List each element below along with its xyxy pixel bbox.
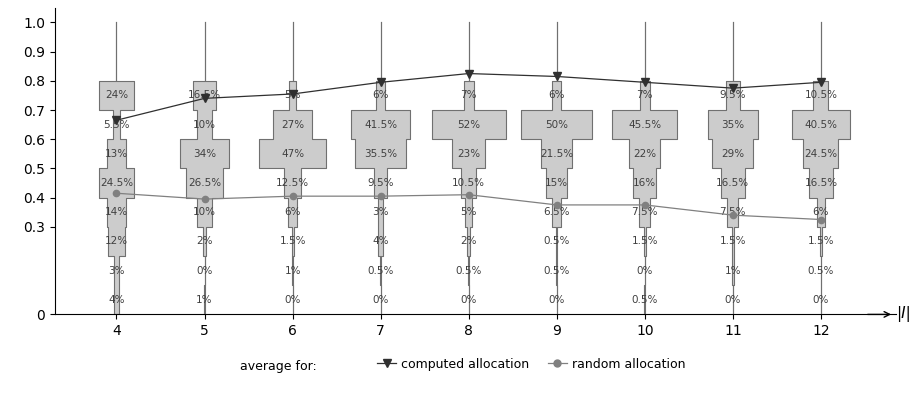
Text: 6%: 6% <box>548 90 565 101</box>
Text: 0.5%: 0.5% <box>367 266 394 275</box>
Text: 12%: 12% <box>105 237 128 246</box>
Text: 35%: 35% <box>721 119 744 130</box>
Text: 34%: 34% <box>193 149 216 159</box>
Text: 24.5%: 24.5% <box>804 149 837 159</box>
Text: 0.5%: 0.5% <box>455 266 482 275</box>
Text: 0%: 0% <box>461 295 477 305</box>
Text: 24.5%: 24.5% <box>100 178 133 188</box>
Text: 6.5%: 6.5% <box>544 207 570 217</box>
Text: 0.5%: 0.5% <box>808 266 834 275</box>
Text: 0%: 0% <box>725 295 741 305</box>
Polygon shape <box>99 22 133 314</box>
Legend: computed allocation, random allocation: computed allocation, random allocation <box>372 353 690 376</box>
Text: 16.5%: 16.5% <box>804 178 837 188</box>
Text: 40.5%: 40.5% <box>804 119 837 130</box>
Text: 1%: 1% <box>725 266 741 275</box>
Text: 0.5%: 0.5% <box>632 295 658 305</box>
Text: 5.5%: 5.5% <box>103 119 130 130</box>
Text: 16.5%: 16.5% <box>188 90 221 101</box>
Text: 7.5%: 7.5% <box>632 207 658 217</box>
Text: 52%: 52% <box>457 119 480 130</box>
Text: 0%: 0% <box>284 295 301 305</box>
Text: 1.5%: 1.5% <box>719 237 746 246</box>
Text: 6%: 6% <box>813 207 829 217</box>
Polygon shape <box>260 22 326 314</box>
Text: 0.5%: 0.5% <box>544 266 570 275</box>
Text: 5%: 5% <box>461 207 477 217</box>
Text: 50%: 50% <box>546 119 569 130</box>
Text: 24%: 24% <box>105 90 128 101</box>
Text: 7.5%: 7.5% <box>719 207 746 217</box>
Text: 0%: 0% <box>636 266 653 275</box>
Text: 12.5%: 12.5% <box>276 178 309 188</box>
Polygon shape <box>792 22 850 314</box>
Text: 0%: 0% <box>813 295 829 305</box>
Text: 16.5%: 16.5% <box>717 178 749 188</box>
Text: 3%: 3% <box>108 266 124 275</box>
Text: 1.5%: 1.5% <box>808 237 834 246</box>
Text: 0.5%: 0.5% <box>544 237 570 246</box>
Text: 9.5%: 9.5% <box>367 178 394 188</box>
Text: 0%: 0% <box>197 266 213 275</box>
Text: 13%: 13% <box>105 149 128 159</box>
Text: 14%: 14% <box>105 207 128 217</box>
Text: 35.5%: 35.5% <box>364 149 398 159</box>
Text: 6%: 6% <box>284 207 301 217</box>
Polygon shape <box>351 22 410 314</box>
Text: 1.5%: 1.5% <box>280 237 306 246</box>
Text: 2%: 2% <box>461 237 477 246</box>
Text: 1%: 1% <box>197 295 213 305</box>
Text: 10%: 10% <box>193 119 216 130</box>
Text: 22%: 22% <box>633 149 656 159</box>
Text: 7%: 7% <box>636 90 653 101</box>
Polygon shape <box>180 22 228 314</box>
Text: 4%: 4% <box>372 237 388 246</box>
Text: 0%: 0% <box>372 295 388 305</box>
Text: 29%: 29% <box>721 149 744 159</box>
Polygon shape <box>431 22 505 314</box>
Text: 15%: 15% <box>545 178 569 188</box>
Text: 7%: 7% <box>461 90 477 101</box>
Text: 21.5%: 21.5% <box>540 149 573 159</box>
Text: 1.5%: 1.5% <box>632 237 658 246</box>
Text: 4%: 4% <box>108 295 124 305</box>
Text: 10.5%: 10.5% <box>452 178 485 188</box>
Text: |I|: |I| <box>896 307 910 322</box>
Text: 3%: 3% <box>372 207 388 217</box>
Text: 0%: 0% <box>548 295 565 305</box>
Text: 16%: 16% <box>633 178 656 188</box>
Text: 5%: 5% <box>284 90 301 101</box>
Text: 23%: 23% <box>457 149 480 159</box>
Polygon shape <box>708 22 758 314</box>
Text: 27%: 27% <box>281 119 304 130</box>
Text: 45.5%: 45.5% <box>628 119 662 130</box>
Text: 10%: 10% <box>193 207 216 217</box>
Text: 9.5%: 9.5% <box>719 90 746 101</box>
Text: average for:: average for: <box>239 360 316 373</box>
Polygon shape <box>521 22 592 314</box>
Text: 47%: 47% <box>281 149 304 159</box>
Text: 41.5%: 41.5% <box>364 119 398 130</box>
Text: 6%: 6% <box>372 90 388 101</box>
Polygon shape <box>612 22 677 314</box>
Text: 26.5%: 26.5% <box>188 178 221 188</box>
Text: 10.5%: 10.5% <box>804 90 837 101</box>
Text: 1%: 1% <box>284 266 301 275</box>
Text: 2%: 2% <box>197 237 213 246</box>
